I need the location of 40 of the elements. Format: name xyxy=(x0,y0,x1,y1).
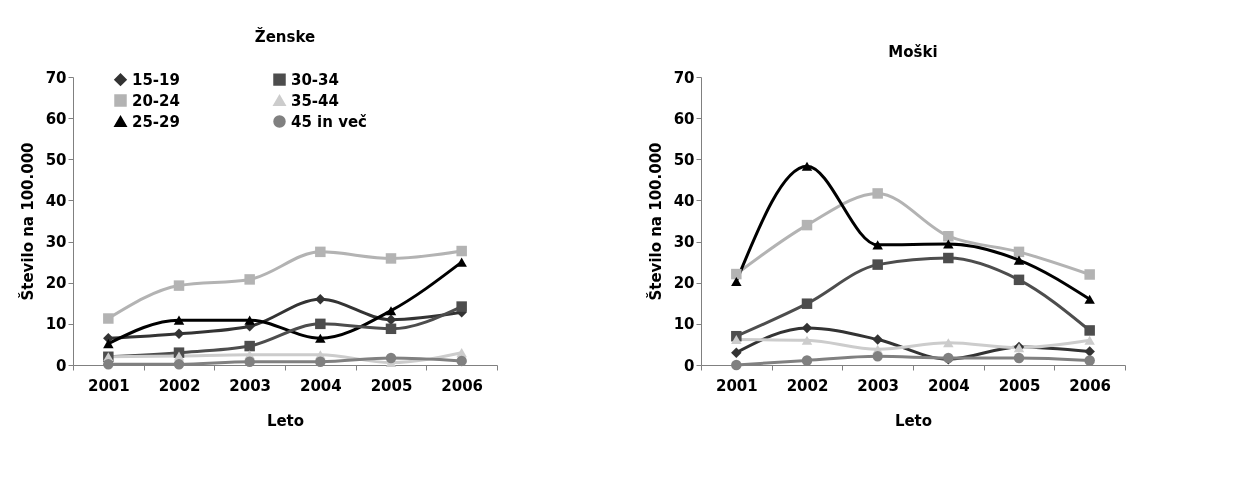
x-tick-label: 2001 xyxy=(87,376,130,395)
x-tick-label: 2003 xyxy=(229,376,272,395)
x-tick-label: 2001 xyxy=(715,376,758,395)
y-tick-label: 0 xyxy=(684,356,695,375)
y-axis-title: Število na 100.000 xyxy=(645,142,665,301)
legend-label: 45 in več xyxy=(291,112,368,131)
y-tick-label: 30 xyxy=(45,233,67,252)
legend-label: 30-34 xyxy=(291,70,339,89)
y-tick-label: 30 xyxy=(673,233,695,252)
chart-title: Moški xyxy=(888,43,938,61)
x-tick-label: 2006 xyxy=(1069,376,1112,395)
x-tick-label: 2004 xyxy=(927,376,970,395)
y-tick-label: 60 xyxy=(45,109,67,128)
y-tick-label: 0 xyxy=(56,356,67,375)
legend-label: 35-44 xyxy=(291,91,339,110)
x-tick-label: 2003 xyxy=(857,376,900,395)
x-axis-title: Leto xyxy=(266,411,305,430)
y-tick-label: 10 xyxy=(673,315,695,334)
x-tick-label: 2006 xyxy=(441,376,484,395)
x-axis-title: Leto xyxy=(894,411,933,430)
y-tick-label: 20 xyxy=(45,274,67,293)
x-tick-label: 2004 xyxy=(299,376,342,395)
x-tick-label: 2005 xyxy=(998,376,1041,395)
legend-label: 20-24 xyxy=(132,91,180,110)
y-tick-label: 20 xyxy=(673,274,695,293)
y-tick-label: 70 xyxy=(673,68,695,87)
x-tick-label: 2005 xyxy=(370,376,413,395)
y-tick-label: 50 xyxy=(45,150,67,169)
x-tick-label: 2002 xyxy=(158,376,201,395)
y-tick-label: 40 xyxy=(673,191,695,210)
legend-label: 15-19 xyxy=(132,70,180,89)
y-tick-label: 60 xyxy=(673,109,695,128)
y-axis-title: Število na 100.000 xyxy=(17,142,37,301)
y-tick-label: 40 xyxy=(45,191,67,210)
chart-title: Ženske xyxy=(254,27,316,46)
legend-label: 25-29 xyxy=(132,112,180,131)
y-tick-label: 50 xyxy=(673,150,695,169)
y-tick-label: 10 xyxy=(45,315,67,334)
x-tick-label: 2002 xyxy=(786,376,829,395)
y-tick-label: 70 xyxy=(45,68,67,87)
